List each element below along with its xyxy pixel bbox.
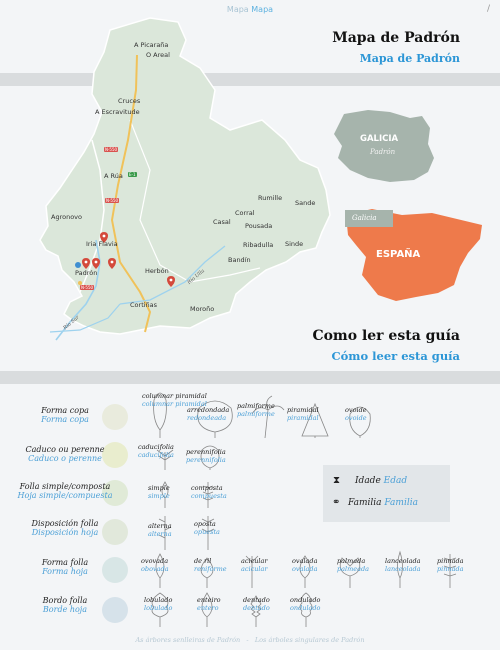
place-label: Padrón [75, 269, 98, 277]
place-label: Moroño [190, 305, 215, 313]
galicia-map [334, 110, 434, 182]
option-label: composta compuesta [191, 484, 227, 500]
legend-box [323, 465, 450, 522]
river-ulla [119, 245, 226, 305]
option-label: enteiro entero [197, 596, 221, 612]
map-pin[interactable] [100, 232, 108, 243]
row-label: Disposición folla Disposición hoja [31, 519, 99, 537]
breadcrumb-gl: Mapa [251, 5, 274, 14]
page-footer: As árbores senlleiras de Padrón - Los ár… [135, 636, 365, 644]
option-label: acicular acicular [241, 557, 268, 573]
galicia-highlight [345, 210, 393, 227]
municipality-area [39, 17, 331, 335]
map-title: Mapa de Padrón [332, 30, 460, 46]
info-dot [75, 262, 81, 268]
option-label: oposta opuesta [194, 520, 220, 536]
place-label: Cortiñas [130, 301, 158, 309]
option-label: lobulado lobulado [144, 596, 173, 612]
arrangement-icons [158, 516, 215, 550]
row-label: Caduco ou perenne Caduco o perenne [25, 445, 105, 463]
road-ap9 [110, 54, 152, 333]
town-dot [78, 281, 82, 285]
road-badge: N-550 [104, 147, 119, 152]
option-label: piramidal piramidal [287, 406, 319, 422]
road-badge: N-550 [105, 198, 120, 203]
option-label: pinnada pinnada [437, 557, 464, 573]
road-badge: E-1 [128, 172, 137, 177]
region-sublabel: Padrón [370, 148, 396, 156]
country-sublabel: Galicia [352, 214, 377, 222]
place-label: A Escravitude [95, 108, 140, 116]
place-label: Iria Flavia [86, 240, 118, 248]
row-circles [102, 404, 128, 623]
legend-age: Idade Edad [355, 476, 408, 486]
place-label: Agronovo [51, 213, 82, 221]
option-label: alterna alterna [148, 522, 172, 538]
place-label: Rumille [258, 194, 283, 202]
map-pin[interactable] [108, 258, 116, 269]
place-label: Casal [213, 218, 231, 226]
leafedge-icons [151, 592, 313, 627]
place-label: Herbón [145, 267, 169, 275]
option-label: ovoide ovoide [345, 406, 367, 422]
guide-subtitle: Cómo leer esta guía [331, 349, 460, 363]
municipality-border [129, 119, 261, 283]
leafshape-icons [155, 550, 457, 588]
place-label: Corral [235, 209, 255, 217]
river-lower [49, 303, 121, 333]
guide-band [0, 371, 500, 384]
option-label: palmiforme palmiforme [237, 402, 275, 418]
road-badge: N-550 [80, 285, 95, 290]
option-label: simple simple [148, 484, 170, 500]
compound-icons [161, 481, 214, 508]
option-label: dentado dentado [243, 596, 270, 612]
place-label: Sinde [285, 240, 304, 248]
place-label: Pousada [245, 222, 273, 230]
option-label: palmada palmeada [337, 557, 370, 573]
place-label: O Areal [146, 51, 170, 59]
binoculars-icon: ⚭ [332, 497, 341, 508]
option-label: ondulado ondulado [290, 596, 321, 612]
row-label: Folla simple/composta Hoja simple/compues… [17, 482, 113, 500]
option-label: caducifolia caducifolia [138, 443, 174, 459]
municipality-map [39, 17, 331, 341]
legend-family: Familia Familia [348, 498, 418, 508]
crown-icons [153, 392, 371, 439]
region-label: GALICIA [360, 134, 399, 144]
guide-title: Como ler esta guía [312, 328, 460, 344]
place-label: Bandín [228, 256, 251, 264]
option-label: ovovada obovada [141, 557, 169, 573]
row-label: Bordo folla Borde hoja [42, 596, 88, 614]
hourglass-icon: ⧗ [333, 475, 341, 486]
leaftype-icons [156, 445, 220, 470]
row-label: Forma folla Forma hoja [41, 558, 89, 576]
place-label: A Rúa [104, 172, 123, 180]
spain-map [346, 209, 482, 301]
row-label: Forma copa Forma copa [41, 406, 89, 424]
option-label: arredondada redondeada [187, 406, 230, 422]
river-sar [55, 239, 101, 341]
map-subtitle: Mapa de Padrón [359, 52, 460, 65]
breadcrumb: Mapa [226, 5, 249, 14]
option-label: perennifolia perennifolia [186, 448, 226, 464]
option-label: ovalada ovalada [292, 557, 318, 573]
map-pin[interactable] [167, 276, 175, 287]
option-label: columnar piramidal columnar piramidal [142, 392, 207, 408]
page-header: Mapa Mapa [0, 0, 500, 22]
road-n550 [79, 139, 105, 293]
place-label: Sande [295, 199, 316, 207]
page-number: / [486, 4, 490, 14]
option-label: lanceolada lanceolada [385, 557, 421, 573]
map-pin[interactable] [82, 258, 90, 269]
place-label: A Picaraña [134, 41, 169, 49]
place-label: Ribadulla [243, 241, 274, 249]
option-label: de ril reniforme [194, 557, 227, 573]
place-label: Cruces [118, 97, 141, 105]
map-pin[interactable] [92, 258, 100, 269]
country-label: ESPAÑA [376, 249, 421, 260]
